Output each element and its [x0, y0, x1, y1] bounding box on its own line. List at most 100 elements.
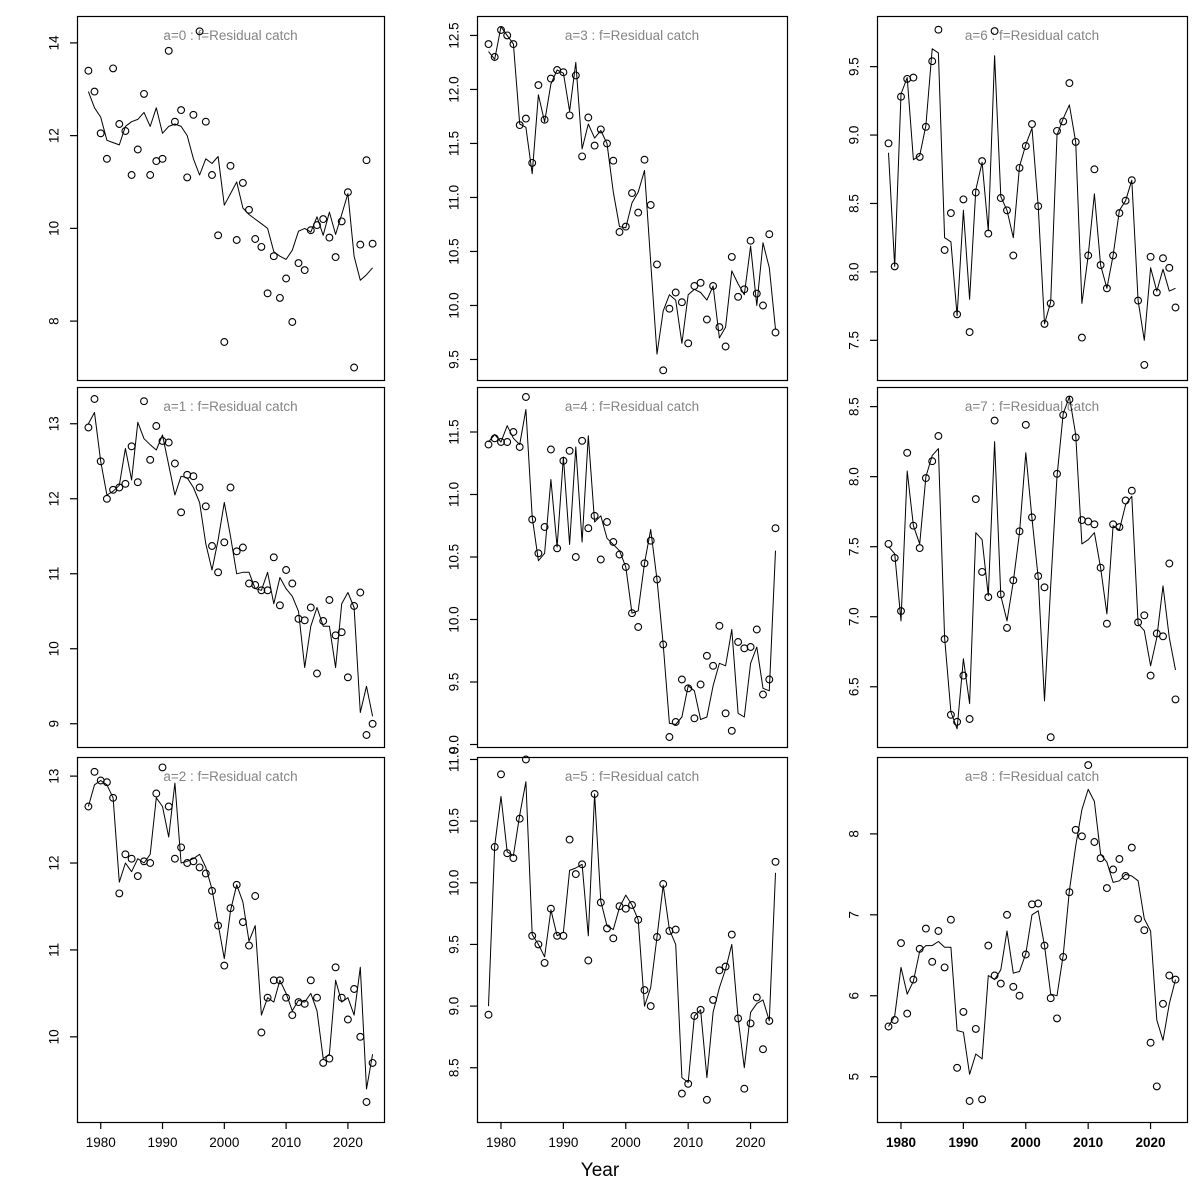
panel-a1: 9 10 11 12 13 a=1 : f=Residual catch: [47, 386, 386, 749]
data-point: [189, 110, 198, 119]
data-point: [1015, 527, 1024, 536]
data-point: [509, 40, 518, 49]
y-tick-label: 9.0: [847, 126, 862, 145]
data-point: [269, 553, 278, 562]
y-tick-label: 8: [47, 317, 62, 325]
data-point: [628, 189, 636, 198]
data-point: [325, 1054, 334, 1063]
y-tick-label: 8.0: [847, 263, 862, 282]
data-point: [503, 31, 512, 40]
data-point: [953, 717, 962, 726]
data-point: [671, 288, 680, 297]
data-point: [996, 590, 1005, 599]
data-point: [690, 714, 699, 723]
data-point: [1059, 411, 1068, 419]
data-point: [603, 518, 611, 526]
data-point: [325, 596, 334, 604]
data-point: [584, 956, 593, 965]
data-point: [1015, 163, 1024, 172]
data-point: [84, 66, 93, 75]
data-point: [146, 455, 155, 464]
panel-box: [876, 756, 1189, 1124]
data-point: [331, 631, 340, 640]
fit-line: [888, 396, 1176, 730]
data-point: [584, 524, 593, 533]
data-point: [109, 793, 118, 802]
y-tick-label: 12: [47, 128, 62, 143]
data-point: [127, 854, 136, 863]
data-point: [350, 985, 359, 993]
y-tick-label: 5: [847, 1073, 862, 1081]
data-point: [337, 628, 346, 637]
data-point: [1115, 855, 1124, 863]
data-point: [528, 931, 537, 940]
data-point: [884, 539, 893, 548]
data-point: [915, 944, 924, 953]
data-point: [1071, 137, 1080, 146]
y-tick-label: 12.0: [447, 76, 462, 102]
data-point: [578, 436, 587, 445]
data-point: [331, 253, 340, 262]
data-point: [503, 849, 512, 858]
data-point: [740, 644, 749, 653]
data-point: [897, 92, 905, 101]
data-point: [96, 457, 105, 466]
data-point: [170, 117, 179, 126]
y-tick-label: 11.0: [447, 747, 462, 772]
data-point: [257, 242, 266, 251]
data-point: [609, 538, 618, 546]
y-tick-label: 13: [47, 769, 62, 784]
data-point: [603, 139, 611, 148]
data-point: [921, 122, 930, 131]
data-point: [959, 195, 968, 204]
data-point: [590, 511, 599, 520]
data-point: [915, 152, 924, 161]
data-point: [164, 802, 173, 811]
data-point: [1034, 899, 1043, 908]
data-point: [884, 139, 893, 148]
data-point: [984, 941, 993, 950]
data-point: [189, 857, 198, 866]
panel-title: a=2 : f=Residual catch: [163, 769, 297, 784]
data-point: [646, 1002, 655, 1011]
data-point: [1084, 251, 1093, 260]
data-point: [709, 282, 718, 290]
data-point: [1152, 629, 1161, 638]
data-point: [603, 924, 611, 933]
data-point: [709, 995, 718, 1004]
data-point: [1084, 517, 1093, 526]
data-point: [1003, 910, 1011, 919]
data-point: [201, 502, 210, 511]
data-point: [214, 231, 223, 240]
data-point: [1065, 79, 1074, 88]
data-point: [634, 208, 643, 217]
data-point: [177, 106, 186, 115]
data-point: [1165, 263, 1174, 272]
data-point: [146, 859, 155, 867]
data-point: [540, 958, 549, 967]
y-tick-label: 11.0: [447, 482, 462, 507]
data-point: [734, 1014, 743, 1023]
data-point: [953, 1063, 962, 1072]
data-point: [959, 1007, 968, 1016]
data-point: [540, 523, 549, 531]
data-point: [164, 46, 173, 55]
data-point: [214, 568, 223, 577]
data-point: [201, 117, 210, 126]
data-point: [934, 25, 943, 34]
data-point: [275, 601, 284, 610]
data-point: [1165, 559, 1174, 568]
panel-box: [476, 756, 789, 1124]
data-point: [263, 586, 272, 595]
data-point: [634, 623, 643, 631]
panel-box: [876, 386, 1189, 749]
data-point: [115, 483, 124, 492]
y-tick-label: 8.0: [847, 467, 862, 486]
x-tick-label: 1990: [148, 1135, 178, 1150]
data-point: [690, 282, 699, 290]
panel-title: a=0 : f=Residual catch: [163, 28, 297, 43]
data-point: [84, 423, 93, 432]
panel-box: [476, 15, 789, 382]
data-point: [946, 915, 955, 924]
data-point: [702, 1095, 711, 1104]
